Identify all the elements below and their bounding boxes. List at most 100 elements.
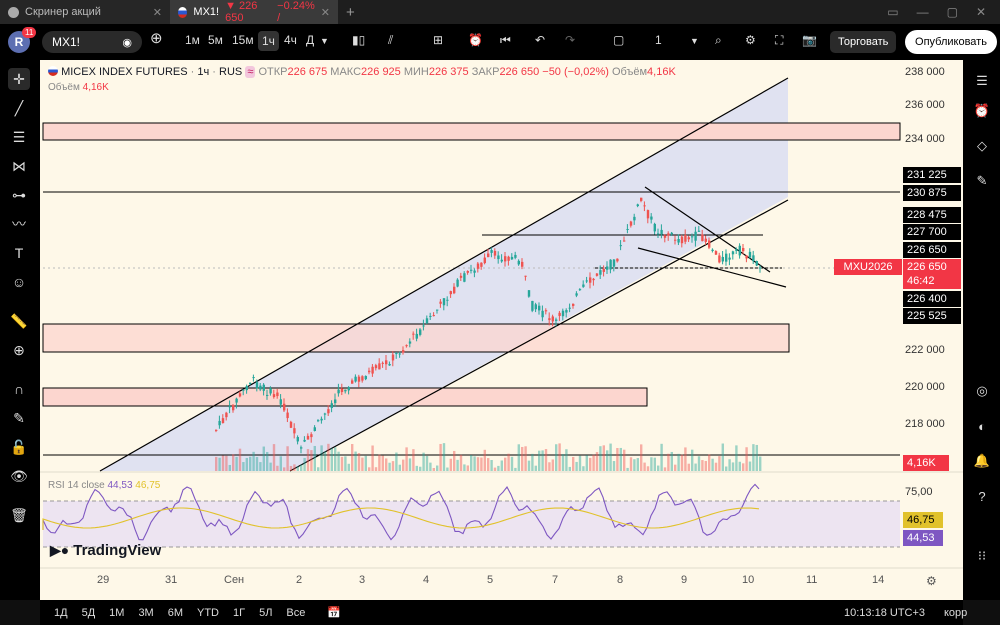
range-6m[interactable]: 6М <box>167 606 183 619</box>
chart-area[interactable] <box>40 60 963 600</box>
interval-4h[interactable]: 4ч <box>284 33 297 47</box>
search-icon[interactable]: ⌕ <box>715 33 722 47</box>
bell-icon[interactable]: 🔔 <box>973 453 991 468</box>
interval-1m[interactable]: 1м <box>185 33 200 47</box>
lock-drawing-icon[interactable]: ✎ <box>13 409 25 426</box>
volume-bar <box>667 453 670 471</box>
visibility-icon[interactable]: 👁 <box>10 467 28 484</box>
horizontal-lines-icon[interactable]: ☰ <box>12 128 26 145</box>
volume-bar <box>412 449 415 471</box>
candle <box>344 389 347 392</box>
time-axis-settings-icon[interactable]: ⚙ <box>926 574 937 588</box>
ruler-icon[interactable]: 📏 <box>10 312 28 329</box>
volume-bar <box>269 462 272 471</box>
volume-bar <box>524 446 527 471</box>
window-icon[interactable]: ▭ <box>887 5 899 19</box>
layers-icon[interactable]: ◇ <box>977 138 987 153</box>
symbol-search[interactable]: MX1! ◉ <box>42 31 142 53</box>
magnet-icon[interactable]: ∩ <box>13 381 25 397</box>
range-5d[interactable]: 5Д <box>81 606 96 619</box>
redo-icon[interactable]: ↷ <box>565 33 576 47</box>
trendline-icon[interactable]: ╱ <box>14 99 24 116</box>
pattern-icon[interactable]: ⋈ <box>12 157 26 174</box>
range-1y[interactable]: 1Г <box>233 606 246 619</box>
text-icon[interactable]: T <box>14 245 24 261</box>
right-sidebar: ☰ ⏰ ◇ ✎ ◎ ◐ 🔔 ? ⁝⁝ <box>963 60 1000 600</box>
eye-icon[interactable]: ◉ <box>122 36 132 49</box>
watchlist-icon[interactable]: ☰ <box>976 73 988 88</box>
grid-menu-icon[interactable]: ⁝⁝ <box>977 548 987 563</box>
chevron-down-icon[interactable]: ▼ <box>320 36 329 46</box>
lock-icon[interactable]: 🔓 <box>10 438 28 455</box>
brush-icon[interactable]: 〰 <box>12 216 26 232</box>
new-tab-icon[interactable]: + <box>346 3 355 21</box>
fib-icon[interactable]: ⊶ <box>12 186 26 203</box>
range-3m[interactable]: 3М <box>138 606 154 619</box>
volume-bar <box>674 464 677 471</box>
alert-icon[interactable]: ⏰ <box>468 33 483 47</box>
crosshair-icon[interactable]: ✛ <box>8 68 30 90</box>
candle <box>242 389 245 391</box>
interval-5m[interactable]: 5м <box>208 33 223 47</box>
alerts-icon[interactable]: ⏰ <box>973 103 991 118</box>
interval-15m[interactable]: 15м <box>232 33 254 47</box>
trade-button[interactable]: Торговать <box>830 31 897 53</box>
chat-icon[interactable]: ✎ <box>976 173 988 188</box>
interval-1h[interactable]: 1ч <box>258 31 279 51</box>
range-ytd[interactable]: YTD <box>197 606 219 619</box>
tab-screener[interactable]: Скринер акций ✕ <box>0 0 170 24</box>
volume-bar <box>626 467 629 471</box>
candle <box>684 234 687 242</box>
layout-icon[interactable]: ▢ <box>613 33 625 47</box>
minimize-icon[interactable]: — <box>916 5 929 19</box>
close-window-icon[interactable]: ✕ <box>975 5 986 19</box>
range-all[interactable]: Все <box>286 606 306 619</box>
emoji-icon[interactable]: ☺ <box>11 274 27 290</box>
volume-bar <box>653 457 656 471</box>
tab-chart[interactable]: MX1! ▼ 226 650 −0.24% / ✕ <box>170 0 338 24</box>
range-5y[interactable]: 5Л <box>259 606 273 619</box>
volume-bar <box>643 462 646 471</box>
fullscreen-icon[interactable]: ⛶ <box>775 33 784 47</box>
volume-bar <box>585 455 588 471</box>
candle <box>323 413 327 415</box>
add-symbol-icon[interactable]: ⊕ <box>150 30 163 47</box>
interval-d[interactable]: Д <box>306 33 315 47</box>
clock[interactable]: 10:13:18 UTC+3 <box>844 606 926 619</box>
legend-interval: 1ч <box>197 66 210 78</box>
close-icon[interactable]: ✕ <box>152 6 162 19</box>
volume-bar <box>575 461 578 471</box>
zoom-icon[interactable]: ⊕ <box>13 341 25 358</box>
replay-icon[interactable]: ⏮ <box>500 33 511 47</box>
candle <box>296 437 299 442</box>
indicators-icon[interactable]: ⫽ <box>388 33 394 47</box>
undo-icon[interactable]: ↶ <box>535 33 546 47</box>
range-1m[interactable]: 1М <box>109 606 125 619</box>
volume-bar <box>402 459 405 471</box>
adjustment-toggle[interactable]: корр <box>944 606 968 619</box>
chevron-down-icon[interactable]: ▼ <box>690 36 699 46</box>
volume-bar <box>687 463 690 471</box>
trash-icon[interactable]: 🗑 <box>10 506 28 523</box>
layout-count[interactable]: 1 <box>655 33 662 47</box>
templates-icon[interactable]: ⊞ <box>433 33 444 47</box>
gear-icon[interactable]: ⚙ <box>745 33 756 47</box>
ideas-icon[interactable]: ◐ <box>978 418 986 434</box>
date-range-icon[interactable]: 📅 <box>327 607 342 619</box>
target-icon[interactable]: ◎ <box>976 383 988 398</box>
publish-button[interactable]: Опубликовать <box>905 30 997 54</box>
help-icon[interactable]: ? <box>978 488 986 504</box>
volume-bar <box>500 460 503 471</box>
price-chart-svg[interactable] <box>40 60 963 600</box>
candle <box>575 293 578 296</box>
volume-bar <box>415 465 418 471</box>
rsi-mark: 44,53 <box>903 530 943 546</box>
candles-icon[interactable]: ▮▯ <box>352 33 366 47</box>
close-icon[interactable]: ✕ <box>320 6 330 19</box>
range-1d[interactable]: 1Д <box>54 606 68 619</box>
candle <box>755 260 758 266</box>
volume-bar <box>565 449 568 471</box>
volume-bar <box>249 456 252 471</box>
maximize-icon[interactable]: ▢ <box>946 5 958 19</box>
camera-icon[interactable]: 📷 <box>802 33 817 47</box>
